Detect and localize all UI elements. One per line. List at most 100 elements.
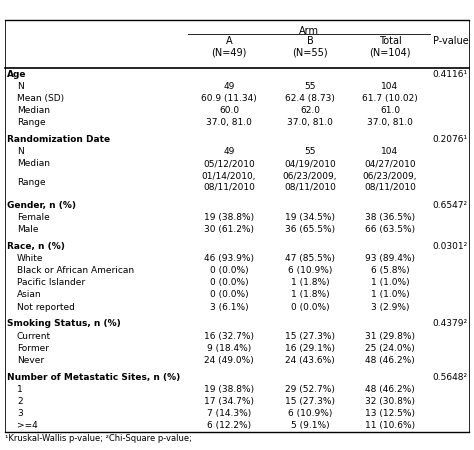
- Text: 61.0: 61.0: [380, 106, 400, 115]
- Text: 66 (63.5%): 66 (63.5%): [365, 225, 415, 234]
- Text: Arm: Arm: [299, 26, 319, 36]
- Text: 37.0, 81.0: 37.0, 81.0: [287, 118, 333, 127]
- Text: 11 (10.6%): 11 (10.6%): [365, 421, 415, 430]
- Text: Asian: Asian: [17, 290, 42, 299]
- Text: 55: 55: [304, 147, 316, 156]
- Text: P-value: P-value: [433, 36, 469, 46]
- Text: Not reported: Not reported: [17, 302, 75, 311]
- Text: 13 (12.5%): 13 (12.5%): [365, 409, 415, 418]
- Text: 06/23/2009,
08/11/2010: 06/23/2009, 08/11/2010: [283, 172, 337, 192]
- Text: 2: 2: [17, 397, 23, 406]
- Text: 17 (34.7%): 17 (34.7%): [204, 397, 254, 406]
- Text: 104: 104: [382, 82, 399, 91]
- Text: 3 (6.1%): 3 (6.1%): [210, 302, 248, 311]
- Text: 32 (30.8%): 32 (30.8%): [365, 397, 415, 406]
- Text: 6 (10.9%): 6 (10.9%): [288, 266, 332, 275]
- Text: 6 (5.8%): 6 (5.8%): [371, 266, 410, 275]
- Text: 9 (18.4%): 9 (18.4%): [207, 344, 251, 353]
- Text: 6 (12.2%): 6 (12.2%): [207, 421, 251, 430]
- Text: Race, n (%): Race, n (%): [7, 242, 65, 251]
- Text: 15 (27.3%): 15 (27.3%): [285, 332, 335, 341]
- Text: 36 (65.5%): 36 (65.5%): [285, 225, 335, 234]
- Text: 3: 3: [17, 409, 23, 418]
- Text: 48 (46.2%): 48 (46.2%): [365, 356, 415, 365]
- Text: Randomization Date: Randomization Date: [7, 135, 110, 144]
- Text: Smoking Status, n (%): Smoking Status, n (%): [7, 320, 121, 328]
- Text: Range: Range: [17, 178, 46, 187]
- Text: 5 (9.1%): 5 (9.1%): [291, 421, 329, 430]
- Text: 25 (24.0%): 25 (24.0%): [365, 344, 415, 353]
- Text: Gender, n (%): Gender, n (%): [7, 201, 76, 210]
- Text: 0.4116¹: 0.4116¹: [433, 70, 468, 79]
- Text: 48 (46.2%): 48 (46.2%): [365, 385, 415, 394]
- Text: Age: Age: [7, 70, 27, 79]
- Text: 19 (34.5%): 19 (34.5%): [285, 213, 335, 222]
- Text: 0.5648²: 0.5648²: [433, 373, 468, 382]
- Text: Never: Never: [17, 356, 44, 365]
- Text: 16 (32.7%): 16 (32.7%): [204, 332, 254, 341]
- Text: 04/19/2010: 04/19/2010: [284, 159, 336, 168]
- Text: 1 (1.0%): 1 (1.0%): [371, 290, 410, 299]
- Text: 05/12/2010: 05/12/2010: [203, 159, 255, 168]
- Text: 62.4 (8.73): 62.4 (8.73): [285, 94, 335, 103]
- Text: 3 (2.9%): 3 (2.9%): [371, 302, 409, 311]
- Text: 104: 104: [382, 147, 399, 156]
- Text: 1: 1: [17, 385, 23, 394]
- Text: B
(N=55): B (N=55): [292, 36, 328, 58]
- Text: 31 (29.8%): 31 (29.8%): [365, 332, 415, 341]
- Text: 04/27/2010: 04/27/2010: [364, 159, 416, 168]
- Text: 37.0, 81.0: 37.0, 81.0: [367, 118, 413, 127]
- Text: 1 (1.0%): 1 (1.0%): [371, 278, 410, 287]
- Text: 49: 49: [223, 82, 235, 91]
- Text: Pacific Islander: Pacific Islander: [17, 278, 85, 287]
- Text: Black or African American: Black or African American: [17, 266, 134, 275]
- Text: Median: Median: [17, 159, 50, 168]
- Text: 19 (38.8%): 19 (38.8%): [204, 213, 254, 222]
- Text: 16 (29.1%): 16 (29.1%): [285, 344, 335, 353]
- Text: 29 (52.7%): 29 (52.7%): [285, 385, 335, 394]
- Text: 0 (0.0%): 0 (0.0%): [210, 278, 248, 287]
- Text: 0.2076¹: 0.2076¹: [433, 135, 468, 144]
- Text: A
(N=49): A (N=49): [211, 36, 246, 58]
- Text: 61.7 (10.02): 61.7 (10.02): [362, 94, 418, 103]
- Text: 38 (36.5%): 38 (36.5%): [365, 213, 415, 222]
- Text: 0.4379²: 0.4379²: [433, 320, 468, 328]
- Text: N: N: [17, 82, 24, 91]
- Text: 7 (14.3%): 7 (14.3%): [207, 409, 251, 418]
- Text: 0 (0.0%): 0 (0.0%): [210, 266, 248, 275]
- Text: N: N: [17, 147, 24, 156]
- Text: Number of Metastatic Sites, n (%): Number of Metastatic Sites, n (%): [7, 373, 180, 382]
- Text: 62.0: 62.0: [300, 106, 320, 115]
- Text: 47 (85.5%): 47 (85.5%): [285, 254, 335, 263]
- Text: 15 (27.3%): 15 (27.3%): [285, 397, 335, 406]
- Text: Former: Former: [17, 344, 49, 353]
- Text: 24 (43.6%): 24 (43.6%): [285, 356, 335, 365]
- Text: 24 (49.0%): 24 (49.0%): [204, 356, 254, 365]
- Text: Current: Current: [17, 332, 51, 341]
- Text: 60.0: 60.0: [219, 106, 239, 115]
- Text: 1 (1.8%): 1 (1.8%): [291, 290, 329, 299]
- Text: White: White: [17, 254, 44, 263]
- Text: 46 (93.9%): 46 (93.9%): [204, 254, 254, 263]
- Text: 0.6547²: 0.6547²: [433, 201, 468, 210]
- Text: 19 (38.8%): 19 (38.8%): [204, 385, 254, 394]
- Text: Median: Median: [17, 106, 50, 115]
- Text: 01/14/2010,
08/11/2010: 01/14/2010, 08/11/2010: [202, 172, 256, 192]
- Text: Female: Female: [17, 213, 50, 222]
- Text: 0.0301²: 0.0301²: [433, 242, 468, 251]
- Text: Range: Range: [17, 118, 46, 127]
- Text: 1 (1.8%): 1 (1.8%): [291, 278, 329, 287]
- Text: ¹Kruskal-Wallis p-value; ²Chi-Square p-value;: ¹Kruskal-Wallis p-value; ²Chi-Square p-v…: [5, 434, 192, 443]
- Text: 06/23/2009,
08/11/2010: 06/23/2009, 08/11/2010: [363, 172, 417, 192]
- Text: 30 (61.2%): 30 (61.2%): [204, 225, 254, 234]
- Text: 6 (10.9%): 6 (10.9%): [288, 409, 332, 418]
- Text: Male: Male: [17, 225, 38, 234]
- Text: 49: 49: [223, 147, 235, 156]
- Text: 37.0, 81.0: 37.0, 81.0: [206, 118, 252, 127]
- Text: Total
(N=104): Total (N=104): [369, 36, 411, 58]
- Text: 0 (0.0%): 0 (0.0%): [291, 302, 329, 311]
- Text: 55: 55: [304, 82, 316, 91]
- Text: 60.9 (11.34): 60.9 (11.34): [201, 94, 257, 103]
- Text: 0 (0.0%): 0 (0.0%): [210, 290, 248, 299]
- Text: 93 (89.4%): 93 (89.4%): [365, 254, 415, 263]
